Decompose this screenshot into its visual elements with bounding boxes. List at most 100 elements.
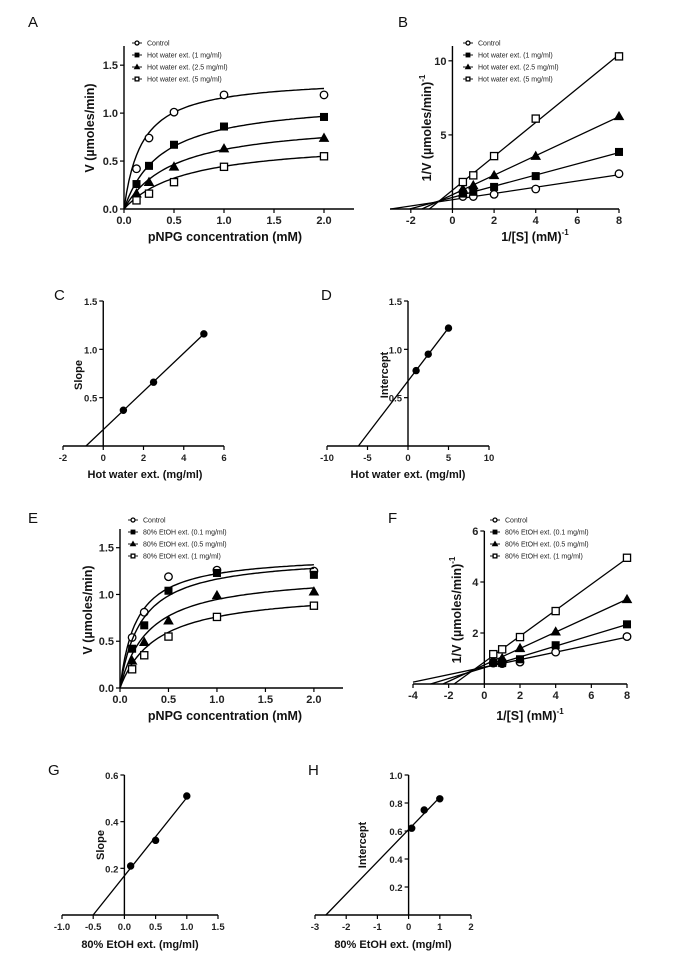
- data-point: [132, 180, 141, 189]
- legend-marker: [130, 517, 136, 523]
- data-point: [151, 836, 160, 845]
- data-point: [469, 171, 478, 180]
- data-point: [219, 162, 229, 172]
- legend-label: Hot water ext. (1 mg/ml): [478, 53, 553, 60]
- x-tick-label: 10: [484, 453, 495, 464]
- legend-marker: [130, 553, 136, 559]
- y-tick-label: 1.0: [103, 108, 118, 120]
- data-point: [219, 122, 229, 131]
- x-tick-label: 0.0: [116, 215, 131, 227]
- y-axis-label-text: Intercept: [379, 351, 391, 398]
- panel-label: H: [308, 762, 319, 779]
- y-axis-label: 1/V (µmoles/min)-1: [418, 74, 434, 181]
- data-point: [144, 189, 154, 198]
- y-tick-label: 1.0: [84, 345, 97, 356]
- legend-label: Control: [478, 41, 501, 48]
- data-point: [514, 642, 526, 653]
- data-point: [140, 651, 149, 660]
- fit-line: [85, 333, 205, 447]
- y-axis-label: Slope: [73, 360, 85, 390]
- data-point: [515, 655, 525, 664]
- series-3: [428, 52, 624, 210]
- x-tick-label: 2.0: [316, 215, 331, 227]
- legend-marker: [465, 52, 471, 58]
- data-point: [515, 632, 525, 642]
- legend-marker: [465, 40, 471, 46]
- x-axis-label: 80% EtOH ext. (mg/ml): [81, 939, 199, 951]
- x-axis-label: Hot water ext. (mg/ml): [351, 469, 466, 481]
- data-point: [531, 114, 540, 123]
- y-tick-label: 0.2: [389, 883, 402, 894]
- y-tick-label: 0.4: [105, 818, 119, 829]
- data-point: [424, 350, 432, 358]
- x-tick-label: 8: [624, 690, 630, 702]
- x-axis-label: 1/[S] (mM)-1: [501, 228, 569, 244]
- x-tick-label: 1.0: [180, 922, 193, 933]
- data-point: [212, 612, 222, 622]
- data-point: [551, 641, 560, 650]
- data-point: [183, 792, 191, 800]
- legend-marker: [492, 529, 498, 535]
- fit-curve: [119, 587, 314, 689]
- panel-C: C -2 0 2 4 6 0.5 1.0 1.5 Hot water ext. (mg/ml) Sl…: [54, 287, 227, 481]
- x-tick-label: 1.5: [211, 922, 225, 933]
- y-tick-label: 0.4: [389, 855, 403, 866]
- y-axis-label-text: 1/V (µmoles/min): [420, 82, 434, 182]
- x-axis-label: 1/[S] (mM)-1: [496, 707, 564, 723]
- x-tick-label: -4: [408, 690, 419, 702]
- data-point: [318, 132, 330, 142]
- legend-label: Hot water ext. (5 mg/ml): [478, 77, 553, 84]
- legend-marker: [492, 553, 498, 559]
- x-axis-label-superscript: -1: [562, 228, 570, 237]
- x-tick-label: 1.5: [266, 215, 281, 227]
- y-axis-label: V (µmoles/min): [81, 565, 95, 654]
- data-point: [613, 110, 625, 121]
- series-0: [85, 330, 208, 447]
- fit-line: [92, 797, 188, 916]
- x-tick-label: 6: [588, 690, 594, 702]
- y-tick-label: 0.0: [103, 204, 118, 216]
- data-point: [212, 568, 221, 577]
- legend-marker: [133, 63, 141, 70]
- series-0: [357, 324, 453, 447]
- legend-label: Control: [505, 518, 528, 525]
- fit-line: [453, 557, 628, 685]
- legend-label: 80% EtOH ext. (0.1 mg/ml): [143, 530, 227, 537]
- x-axis-label-text: 80% EtOH ext. (mg/ml): [81, 939, 199, 951]
- series-1: [119, 567, 318, 689]
- y-axis-label-superscript: -1: [418, 74, 427, 82]
- data-point: [497, 645, 507, 654]
- data-point: [487, 654, 499, 664]
- y-tick-label: 1.5: [84, 297, 98, 308]
- data-point: [319, 112, 329, 121]
- y-tick-label: 0.5: [389, 394, 403, 405]
- x-axis-label-text: 1/[S] (mM): [501, 230, 561, 244]
- panel-label: B: [398, 14, 408, 31]
- series-2: [123, 132, 330, 210]
- y-tick-label: 10: [434, 56, 446, 68]
- y-tick-label: 1.0: [389, 345, 402, 356]
- legend-marker: [134, 40, 140, 46]
- series-2: [421, 110, 625, 210]
- panel-label: A: [28, 14, 38, 31]
- data-point: [219, 90, 229, 100]
- x-axis-label: pNPG concentration (mM): [148, 709, 302, 723]
- series-1: [409, 147, 624, 210]
- panel-label: D: [321, 287, 332, 304]
- y-tick-label: 0.2: [105, 864, 118, 875]
- x-tick-label: 0: [406, 922, 411, 933]
- legend-marker: [134, 52, 140, 58]
- data-point: [458, 177, 468, 187]
- panel-label: E: [28, 510, 38, 527]
- series-3: [453, 553, 632, 685]
- x-tick-label: 2: [468, 922, 473, 933]
- x-tick-label: 1.0: [209, 694, 224, 706]
- x-tick-label: 6: [574, 215, 580, 227]
- x-tick-label: -5: [363, 453, 372, 464]
- data-point: [531, 184, 541, 194]
- x-axis-label-text: Hot water ext. (mg/ml): [351, 469, 466, 481]
- x-tick-label: 8: [616, 215, 622, 227]
- fit-line: [325, 796, 441, 916]
